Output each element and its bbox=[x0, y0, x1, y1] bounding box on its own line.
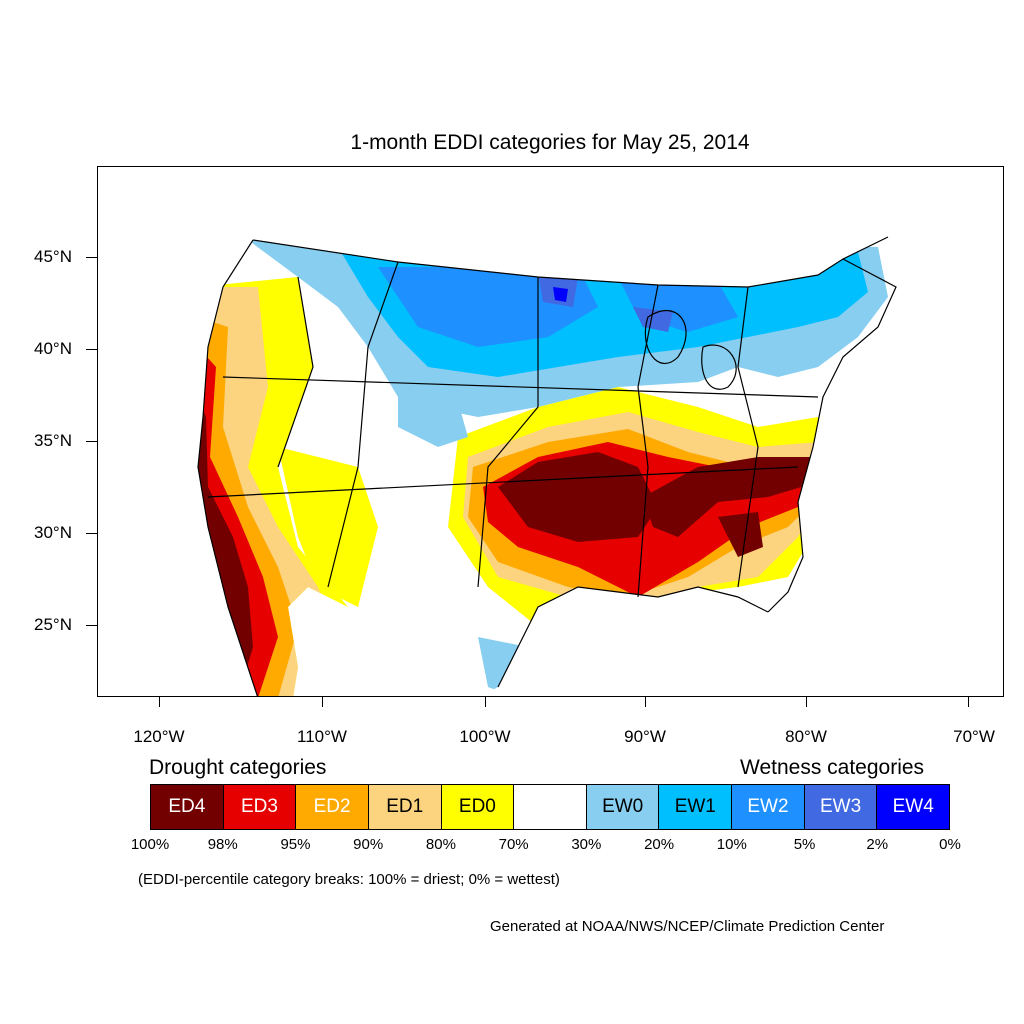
lon-tick bbox=[645, 697, 646, 707]
legend-break-label: 100% bbox=[130, 836, 170, 853]
map-title: 1-month EDDI categories for May 25, 2014 bbox=[350, 131, 750, 154]
legend-break-label: 2% bbox=[866, 836, 889, 853]
legend-break-label: 95% bbox=[280, 836, 311, 853]
lat-tick bbox=[86, 257, 97, 258]
credit-line: Generated at NOAA/NWS/NCEP/Climate Predi… bbox=[490, 918, 885, 935]
legend-swatch-ed3: ED3 bbox=[223, 785, 297, 829]
lat-tick bbox=[86, 533, 97, 534]
wetness-heading: Wetness categories bbox=[740, 756, 925, 779]
legend-break-label: 5% bbox=[793, 836, 816, 853]
lon-tick bbox=[968, 697, 969, 707]
legend-swatch-ew4: EW4 bbox=[877, 785, 950, 829]
boundaries bbox=[197, 236, 897, 696]
legend-break-label: 30% bbox=[571, 836, 602, 853]
lat-label-40n: 40°N bbox=[34, 339, 72, 358]
legend-swatch-ew3: EW3 bbox=[804, 785, 878, 829]
legend-swatch-ed0: ED0 bbox=[441, 785, 515, 829]
drought-heading: Drought categories bbox=[149, 756, 327, 779]
category-note: (EDDI-percentile category breaks: 100% =… bbox=[138, 871, 560, 888]
legend-swatch-ew2: EW2 bbox=[732, 785, 805, 829]
legend-colorbar: ED4 ED3 ED2 ED1 ED0 EW0 EW1 EW2 EW3 EW4 bbox=[150, 784, 950, 830]
lon-label-100w: 100°W bbox=[459, 727, 511, 746]
lat-label-35n: 35°N bbox=[34, 431, 72, 450]
lon-tick bbox=[322, 697, 323, 707]
legend-swatch-neutral bbox=[514, 785, 587, 829]
lat-tick bbox=[86, 441, 97, 442]
lat-label-45n: 45°N bbox=[34, 247, 72, 266]
legend-break-label: 20% bbox=[644, 836, 675, 853]
lon-label-80w: 80°W bbox=[785, 727, 827, 746]
lon-tick bbox=[159, 697, 160, 707]
legend-swatch-ed2: ED2 bbox=[296, 785, 369, 829]
legend-swatch-ew1: EW1 bbox=[659, 785, 733, 829]
legend-swatch-ed1: ED1 bbox=[368, 785, 442, 829]
map-canvas bbox=[197, 236, 897, 696]
lon-label-120w: 120°W bbox=[133, 727, 185, 746]
lon-tick bbox=[806, 697, 807, 707]
lat-label-30n: 30°N bbox=[34, 523, 72, 542]
lon-label-90w: 90°W bbox=[624, 727, 666, 746]
legend-break-label: 98% bbox=[207, 836, 238, 853]
legend-break-label: 90% bbox=[353, 836, 384, 853]
legend-break-label: 80% bbox=[425, 836, 456, 853]
legend-break-label: 10% bbox=[716, 836, 747, 853]
lon-tick bbox=[485, 697, 486, 707]
legend-swatch-ew0: EW0 bbox=[586, 785, 660, 829]
lon-label-110w: 110°W bbox=[297, 727, 347, 746]
legend-swatch-ed4: ED4 bbox=[151, 785, 224, 829]
eddi-map bbox=[97, 166, 1004, 697]
legend-break-label: 70% bbox=[498, 836, 529, 853]
legend-break-label: 0% bbox=[939, 836, 961, 853]
lat-tick bbox=[86, 349, 97, 350]
lon-label-70w: 70°W bbox=[953, 727, 995, 746]
lat-tick bbox=[86, 625, 97, 626]
lat-label-25n: 25°N bbox=[34, 615, 72, 634]
